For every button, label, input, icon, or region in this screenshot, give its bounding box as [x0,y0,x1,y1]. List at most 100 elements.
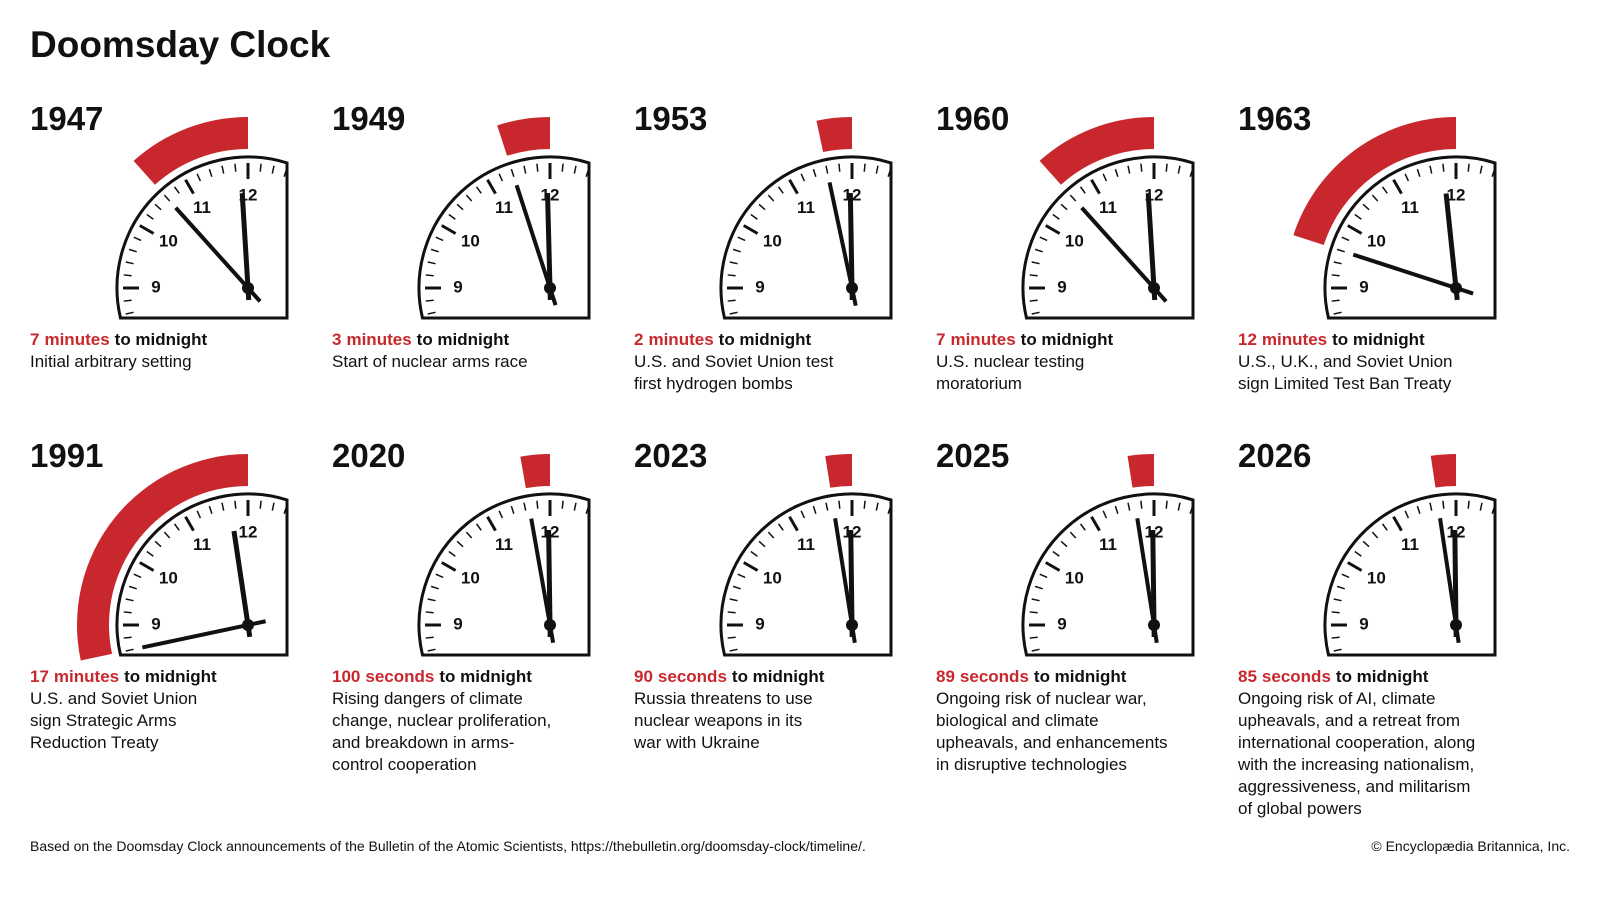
tick [1114,168,1119,177]
year: 1947 [30,100,103,137]
tick [133,236,142,242]
hand-pivot [846,619,858,631]
tick [1052,213,1060,220]
tick [750,550,758,557]
danger-wedge [520,454,550,489]
tick [825,165,829,174]
tick [788,515,799,532]
tick [1127,502,1131,511]
tick [1333,598,1342,602]
tick [1060,540,1068,548]
tick [863,500,866,509]
danger-wedge [1293,117,1456,246]
dial-number: 9 [1359,277,1368,296]
tick [1354,550,1362,557]
description: Reduction Treaty [30,733,159,752]
tick [523,502,527,511]
tick [283,505,288,514]
tick [427,261,436,265]
amount: 90 [634,667,653,686]
amount: 17 [30,667,49,686]
tick [838,500,841,509]
amount: 12 [1238,330,1257,349]
tick [1029,274,1038,277]
footer-source: Based on the Doomsday Clock announcement… [30,838,866,854]
headline: 85 seconds to midnight [1238,667,1429,686]
hand-pivot [242,282,254,294]
tick [1341,236,1350,242]
tick [234,163,237,172]
year: 1949 [332,100,405,137]
dial-number: 12 [1447,185,1466,204]
tick [1090,515,1101,532]
description: sign Strategic Arms [30,711,176,730]
hand-pivot [544,282,556,294]
description: Ongoing risk of AI, climate [1238,689,1435,708]
dial-number: 9 [1057,277,1066,296]
tick [1177,502,1181,511]
tick [812,168,817,177]
title: Doomsday Clock [30,24,331,65]
unit: minutes [44,330,109,349]
year: 1991 [30,437,103,474]
hand-pivot [1148,282,1160,294]
suffix: to midnight [417,330,510,349]
dial-number: 11 [495,535,513,554]
tick [875,502,879,511]
tick [1165,163,1168,172]
tick [146,550,154,557]
tick [154,203,162,211]
tick [125,598,134,602]
description: international cooperation, along [1238,733,1475,752]
description: moratorium [936,374,1022,393]
unit: seconds [658,667,727,686]
tick [486,178,497,195]
headline: 89 seconds to midnight [936,667,1127,686]
tick [184,515,195,532]
suffix: to midnight [124,667,217,686]
tick [1069,531,1077,539]
suffix: to midnight [1336,667,1429,686]
tick [1467,163,1470,172]
headline: 7 minutes to midnight [30,330,208,349]
tick [742,224,759,235]
tick [1331,299,1340,302]
tick [427,311,436,315]
clock-frame [1021,492,1195,657]
unit: minutes [1262,330,1327,349]
dial-number: 12 [239,522,258,541]
description: Initial arbitrary setting [30,352,192,371]
tick [427,648,436,652]
tick [163,531,171,539]
tick [440,561,457,572]
tick [729,261,738,265]
dial-number: 9 [1057,614,1066,633]
description: change, nuclear proliferation, [332,711,551,730]
headline: 2 minutes to midnight [634,330,812,349]
tick [767,531,775,539]
tick [1029,299,1038,302]
tick [1442,500,1445,509]
tick [875,165,879,174]
tick [1029,636,1038,639]
description: biological and climate [936,711,1099,730]
tick [1404,173,1410,182]
tick [1354,213,1362,220]
tick [448,550,456,557]
tick [1034,585,1043,590]
clock-frame [1323,492,1497,657]
tick [1479,165,1483,174]
tick [1341,573,1350,579]
danger-wedge [1127,454,1154,488]
tick [729,648,738,652]
tick [1029,611,1038,614]
tick [1034,248,1043,253]
tick [1333,311,1342,315]
tick [1416,505,1421,514]
tick [221,165,225,174]
dial-number: 11 [1401,535,1419,554]
year: 2025 [936,437,1009,474]
description: Rising dangers of climate [332,689,523,708]
dial-number: 9 [453,277,462,296]
